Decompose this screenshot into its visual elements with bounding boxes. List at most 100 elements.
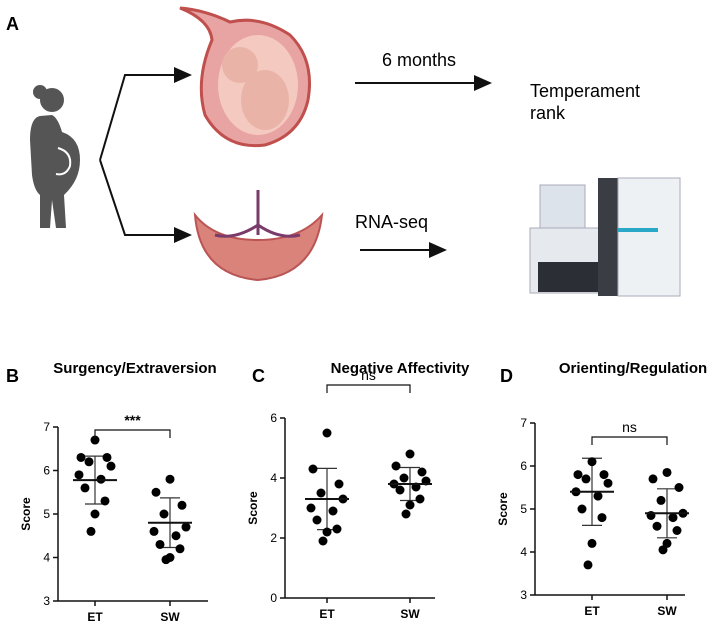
data-point: [308, 464, 318, 474]
data-point: [603, 478, 613, 488]
panel-label: B: [6, 366, 19, 386]
x-tick-label: SW: [400, 607, 420, 621]
data-point: [332, 524, 342, 534]
y-axis-label: Score: [19, 497, 33, 531]
data-point: [322, 527, 332, 537]
data-point: [648, 474, 658, 484]
data-point: [597, 513, 607, 523]
data-point: [86, 526, 96, 536]
data-point: [415, 494, 425, 504]
panel-label: A: [6, 14, 19, 34]
y-tick-label: 2: [270, 531, 277, 545]
data-point: [171, 531, 181, 541]
data-point: [662, 538, 672, 548]
x-tick-label: ET: [319, 607, 335, 621]
y-tick-label: 6: [270, 411, 277, 425]
chart-title: Orienting/Regulation: [559, 360, 707, 377]
data-point: [161, 555, 171, 565]
data-point: [84, 457, 94, 467]
panel-label: C: [252, 366, 265, 386]
chart-title: Negative Affectivity: [331, 360, 470, 377]
y-tick-label: 6: [520, 459, 527, 473]
placenta-icon: [193, 190, 324, 282]
arrow-label: RNA-seq: [355, 212, 428, 232]
data-point: [159, 509, 169, 519]
data-point: [90, 435, 100, 445]
data-point: [672, 526, 682, 535]
data-point: [306, 503, 316, 513]
data-point: [312, 515, 322, 525]
data-point: [334, 479, 344, 489]
data-point: [322, 428, 332, 438]
data-point: [76, 452, 86, 462]
data-point: [658, 545, 668, 555]
significance-bracket: [591, 436, 668, 445]
sequencer-icon: [529, 177, 681, 297]
data-point: [106, 461, 116, 471]
y-tick-label: 3: [43, 594, 50, 608]
y-axis-label: Score: [496, 492, 510, 526]
outcome-label: Temperament: [530, 81, 640, 101]
data-point: [318, 536, 328, 546]
data-point: [583, 560, 593, 570]
significance-bracket: [94, 429, 171, 438]
significance-label: ns: [622, 419, 637, 435]
data-point: [405, 500, 415, 510]
data-point: [149, 526, 159, 536]
data-point: [102, 452, 112, 462]
data-point: [165, 474, 175, 484]
y-tick-label: 5: [520, 502, 527, 516]
data-point: [391, 461, 401, 471]
panel-label: D: [500, 366, 513, 386]
data-point: [593, 491, 603, 501]
y-tick-label: 4: [520, 545, 527, 559]
data-point: [587, 457, 597, 467]
arrow: [99, 159, 192, 243]
data-point: [401, 509, 411, 519]
x-tick-label: ET: [87, 610, 103, 624]
chart-title: Surgency/Extraversion: [53, 360, 216, 377]
data-point: [151, 487, 161, 497]
data-point: [316, 488, 326, 498]
data-point: [662, 467, 672, 477]
data-point: [587, 538, 597, 548]
data-point: [656, 495, 666, 505]
y-tick-label: 7: [520, 416, 527, 430]
data-point: [177, 500, 187, 510]
data-point: [405, 449, 415, 459]
y-tick-label: 5: [43, 507, 50, 521]
y-tick-label: 7: [43, 420, 50, 434]
significance-label: ***: [124, 412, 141, 428]
data-point: [328, 506, 338, 516]
outcome-label: rank: [530, 103, 566, 123]
y-tick-label: 3: [520, 588, 527, 602]
y-axis-label: Score: [246, 491, 260, 525]
y-tick-label: 4: [270, 471, 277, 485]
data-point: [155, 539, 165, 549]
data-point: [652, 521, 662, 531]
significance-bracket: [326, 384, 411, 393]
x-tick-label: SW: [160, 610, 180, 624]
data-point: [674, 483, 684, 492]
data-point: [74, 470, 84, 480]
data-point: [80, 483, 90, 493]
arrow: [99, 67, 192, 161]
y-tick-label: 4: [43, 551, 50, 565]
data-point: [395, 485, 405, 495]
arrow-label: 6 months: [382, 50, 456, 70]
data-point: [417, 467, 427, 477]
data-point: [668, 513, 678, 523]
data-point: [573, 470, 583, 480]
data-point: [100, 496, 110, 506]
data-point: [599, 470, 609, 480]
data-point: [581, 474, 591, 484]
woman-icon: [30, 85, 80, 228]
uterus-icon: [179, 6, 312, 148]
significance-label: ns: [361, 367, 376, 383]
data-point: [399, 473, 409, 483]
data-point: [577, 504, 587, 514]
x-tick-label: ET: [584, 604, 600, 618]
y-tick-label: 0: [270, 591, 277, 605]
y-tick-label: 6: [43, 464, 50, 478]
